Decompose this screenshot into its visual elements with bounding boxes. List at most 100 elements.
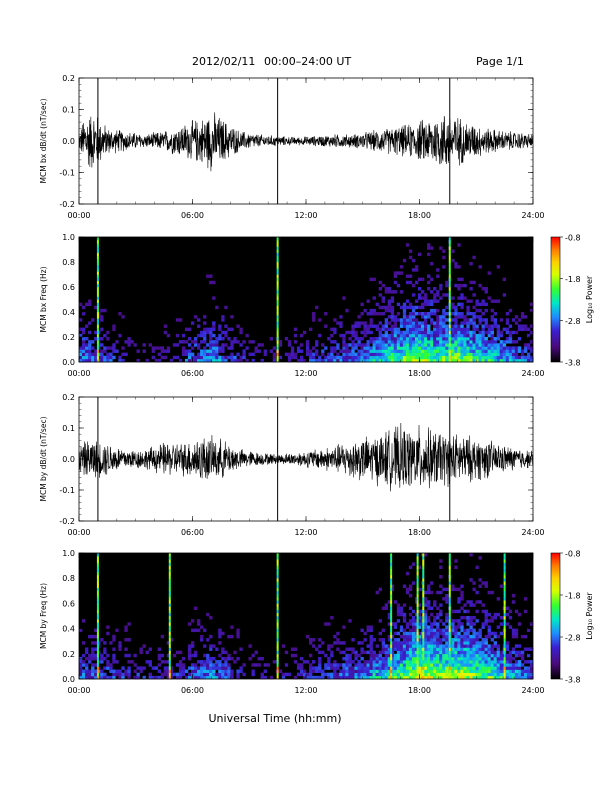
spectrogram-cell bbox=[430, 299, 434, 303]
spectrogram-cell bbox=[414, 346, 419, 350]
spectrogram-cell bbox=[227, 672, 231, 677]
y-tick-label: 0.2 bbox=[62, 393, 75, 402]
spectrogram-cell bbox=[387, 666, 392, 670]
event-line-cell bbox=[276, 258, 279, 263]
spectrogram-cell bbox=[387, 346, 392, 350]
spectrogram-cell bbox=[505, 321, 510, 325]
event-line-cell bbox=[168, 553, 171, 557]
spectrogram-cell bbox=[414, 312, 419, 316]
spectrogram-cell bbox=[427, 349, 431, 353]
spectrogram-cell bbox=[469, 619, 473, 623]
spectrogram-cell bbox=[187, 358, 192, 363]
event-line-cell bbox=[390, 663, 393, 667]
spectrogram-cell bbox=[430, 330, 434, 335]
spectrogram-cell bbox=[318, 650, 322, 655]
spectrogram-cell bbox=[187, 337, 192, 341]
event-line-cell bbox=[448, 581, 451, 585]
spectrogram-cell bbox=[505, 622, 510, 626]
spectrogram-cell bbox=[490, 327, 494, 332]
spectrogram-cell bbox=[439, 672, 443, 677]
spectrogram-cell bbox=[139, 647, 143, 651]
spectrogram-cell bbox=[430, 644, 434, 648]
spectrogram-cell bbox=[390, 290, 395, 294]
spectrogram-cell bbox=[163, 666, 168, 670]
spectrogram-cell bbox=[178, 663, 183, 667]
spectrogram-cell bbox=[424, 293, 428, 297]
spectrogram-cell bbox=[118, 644, 122, 648]
spectrogram-cell bbox=[405, 663, 410, 667]
event-line-cell bbox=[448, 296, 451, 300]
spectrogram-cell bbox=[520, 315, 525, 319]
spectrogram-cell bbox=[381, 352, 385, 357]
x-tick-label: 18:00 bbox=[408, 686, 431, 695]
spectrogram-cell bbox=[424, 327, 428, 332]
event-line-cell bbox=[390, 559, 393, 563]
y-tick-label: 0.6 bbox=[62, 599, 75, 608]
event-line-cell bbox=[276, 638, 279, 642]
spectrogram-cell bbox=[408, 587, 413, 592]
event-line-cell bbox=[503, 553, 506, 557]
spectrogram-cell bbox=[457, 337, 461, 341]
spectrogram-cell bbox=[112, 675, 116, 680]
spectrogram-cell bbox=[369, 277, 373, 282]
spectrogram-cell bbox=[94, 634, 98, 639]
spectrogram-cell bbox=[490, 340, 494, 344]
spectrogram-cell bbox=[408, 343, 413, 347]
spectrogram-cell bbox=[384, 669, 389, 673]
spectrogram-cell bbox=[484, 581, 488, 585]
spectrogram-cell bbox=[457, 265, 461, 269]
spectrogram-cell bbox=[430, 650, 434, 655]
event-line-cell bbox=[390, 571, 393, 576]
spectrogram-cell bbox=[526, 352, 531, 357]
spectrogram-cell bbox=[478, 647, 482, 651]
spectrogram-cell bbox=[484, 308, 488, 313]
spectrogram-cell bbox=[526, 647, 531, 651]
spectrogram-cell bbox=[257, 663, 261, 667]
spectrogram-cell bbox=[224, 330, 228, 335]
spectrogram-cell bbox=[157, 656, 162, 661]
spectrogram-cell bbox=[393, 333, 398, 338]
event-line-cell bbox=[96, 656, 99, 661]
spectrogram-cell bbox=[421, 352, 425, 357]
event-line-cell bbox=[448, 349, 451, 353]
spectrogram-cell bbox=[460, 641, 464, 645]
spectrogram-cell bbox=[360, 302, 364, 307]
event-line-cell bbox=[390, 631, 393, 636]
event-line-cell bbox=[168, 606, 171, 610]
spectrogram-cell bbox=[408, 669, 413, 673]
spectrogram-cell bbox=[399, 628, 404, 633]
spectrogram-cell bbox=[433, 631, 437, 636]
spectrogram-cell bbox=[529, 666, 534, 670]
spectrogram-cell bbox=[387, 321, 392, 325]
spectrogram-cell bbox=[408, 565, 413, 570]
spectrogram-cell bbox=[457, 666, 461, 670]
spectrogram-cell bbox=[345, 308, 349, 313]
spectrogram-cell bbox=[293, 352, 298, 357]
spectrogram-cell bbox=[85, 675, 89, 680]
spectrogram-cell bbox=[484, 656, 488, 661]
spectrogram-cell bbox=[351, 355, 355, 360]
event-line-cell bbox=[416, 575, 419, 579]
event-line-cell bbox=[448, 318, 451, 322]
spectrogram-cell bbox=[100, 308, 104, 313]
spectrogram-cell bbox=[133, 653, 137, 658]
spectrogram-cell bbox=[306, 660, 310, 664]
spectrogram-cell bbox=[433, 628, 437, 633]
spectrogram-cell bbox=[181, 656, 186, 661]
spectrogram-cell bbox=[427, 625, 431, 629]
spectrogram-cell bbox=[484, 660, 488, 664]
spectrogram-cell bbox=[399, 653, 404, 658]
spectrogram-cell bbox=[436, 274, 440, 278]
spectrogram-cell bbox=[360, 343, 364, 347]
spectrogram-cell bbox=[91, 650, 95, 655]
spectrogram-cell bbox=[209, 349, 213, 353]
event-line-cell bbox=[96, 641, 99, 645]
spectrogram-cell bbox=[451, 324, 455, 328]
spectrogram-cell bbox=[493, 634, 497, 639]
spectrogram-cell bbox=[206, 349, 210, 353]
spectrogram-cell bbox=[209, 647, 213, 651]
spectrogram-cell bbox=[402, 355, 407, 360]
spectrogram-cell bbox=[408, 656, 413, 661]
spectrogram-cell bbox=[475, 644, 479, 648]
spectrogram-cell bbox=[427, 663, 431, 667]
